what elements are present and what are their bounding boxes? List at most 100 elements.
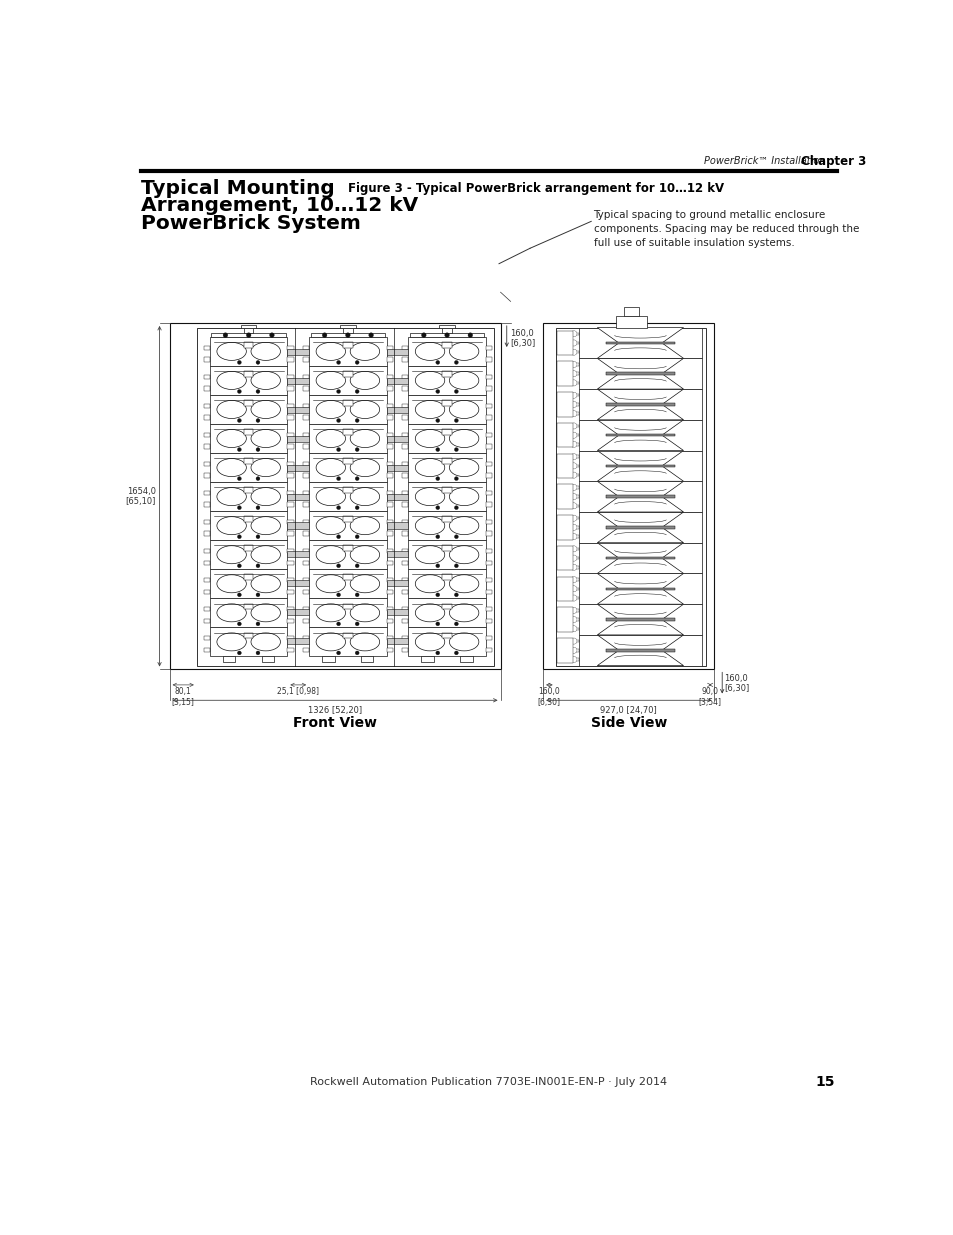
Circle shape <box>246 332 251 337</box>
Bar <box>287 406 309 412</box>
Bar <box>439 325 455 327</box>
Ellipse shape <box>350 430 379 447</box>
Bar <box>605 526 674 529</box>
Ellipse shape <box>216 372 246 389</box>
Ellipse shape <box>449 516 478 535</box>
Bar <box>578 542 701 573</box>
Bar <box>303 647 309 652</box>
Bar <box>568 627 578 630</box>
Circle shape <box>345 332 350 337</box>
Bar <box>568 425 578 427</box>
Bar <box>204 589 210 594</box>
Bar <box>568 619 578 621</box>
Bar <box>557 362 572 387</box>
Text: Side View: Side View <box>590 716 666 730</box>
Bar <box>303 548 309 553</box>
Bar <box>624 306 639 316</box>
Bar <box>287 638 309 645</box>
Bar <box>557 393 572 416</box>
Bar <box>605 403 674 405</box>
Bar <box>485 387 492 390</box>
Circle shape <box>570 410 577 416</box>
Ellipse shape <box>251 400 280 419</box>
Bar <box>568 597 578 599</box>
Circle shape <box>336 447 340 452</box>
Bar <box>309 569 386 598</box>
Bar <box>555 327 705 666</box>
Bar <box>287 548 294 553</box>
Bar <box>303 608 309 611</box>
Bar <box>442 488 452 493</box>
Bar <box>303 636 309 641</box>
Circle shape <box>570 463 577 469</box>
Bar <box>568 351 578 353</box>
Bar <box>343 458 353 464</box>
Circle shape <box>355 651 358 655</box>
Bar <box>408 482 485 511</box>
Ellipse shape <box>216 400 246 419</box>
Circle shape <box>336 361 340 364</box>
Circle shape <box>322 332 327 337</box>
Bar <box>568 495 578 498</box>
Bar <box>402 473 408 478</box>
Bar <box>408 366 485 395</box>
Circle shape <box>336 622 340 626</box>
Bar <box>442 546 452 551</box>
Bar <box>210 540 287 569</box>
Ellipse shape <box>216 342 246 361</box>
Bar <box>386 647 393 652</box>
Bar <box>204 415 210 420</box>
Bar <box>303 415 309 420</box>
Bar <box>244 400 253 406</box>
Bar <box>287 357 294 362</box>
Circle shape <box>237 651 241 655</box>
Ellipse shape <box>216 604 246 622</box>
Ellipse shape <box>415 546 444 563</box>
Polygon shape <box>597 358 683 374</box>
Ellipse shape <box>251 342 280 361</box>
Bar <box>568 394 578 396</box>
Bar <box>485 432 492 437</box>
Bar <box>485 415 492 420</box>
Bar <box>343 604 353 609</box>
Circle shape <box>436 389 439 394</box>
Bar <box>568 640 578 642</box>
Bar <box>408 569 485 598</box>
Circle shape <box>355 361 358 364</box>
Circle shape <box>237 564 241 568</box>
Polygon shape <box>597 451 683 466</box>
Circle shape <box>570 626 577 632</box>
Bar <box>402 445 408 448</box>
Circle shape <box>255 535 259 538</box>
Bar <box>244 430 253 435</box>
Bar <box>557 422 572 447</box>
Circle shape <box>336 477 340 480</box>
Bar <box>343 546 353 551</box>
Bar <box>287 378 309 384</box>
Polygon shape <box>597 343 683 358</box>
Bar <box>287 374 294 379</box>
Ellipse shape <box>449 488 478 505</box>
Bar <box>204 608 210 611</box>
Circle shape <box>570 515 577 521</box>
Bar <box>578 604 701 635</box>
Ellipse shape <box>251 574 280 593</box>
Circle shape <box>454 651 457 655</box>
Circle shape <box>369 332 373 337</box>
Ellipse shape <box>415 400 444 419</box>
Circle shape <box>255 477 259 480</box>
Circle shape <box>454 622 457 626</box>
Polygon shape <box>597 651 683 666</box>
Ellipse shape <box>251 458 280 477</box>
Bar <box>210 366 287 395</box>
Bar <box>568 517 578 520</box>
Bar <box>204 520 210 524</box>
Bar <box>557 331 572 356</box>
Polygon shape <box>597 389 683 404</box>
Bar <box>442 327 452 333</box>
Ellipse shape <box>315 488 345 505</box>
Circle shape <box>255 447 259 452</box>
Bar <box>303 374 309 379</box>
Bar <box>386 445 393 448</box>
Text: 1654,0
[65,10]: 1654,0 [65,10] <box>125 487 155 506</box>
